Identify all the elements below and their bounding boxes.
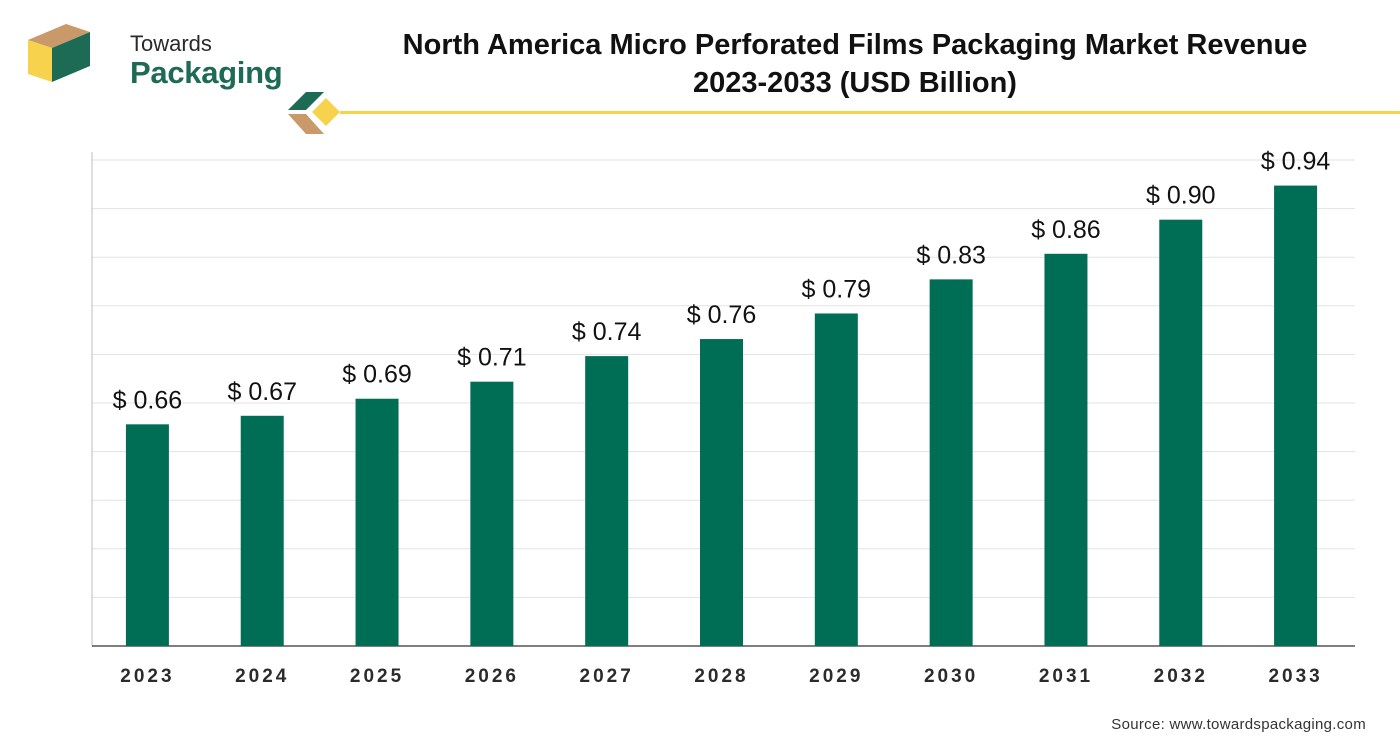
data-label-2032: $ 0.90 — [1146, 182, 1216, 210]
x-tick-label-2028: 2028 — [694, 666, 748, 687]
data-label-2028: $ 0.76 — [687, 301, 757, 329]
brand-name-line2: Packaging — [130, 55, 283, 90]
title-accent-decoration — [288, 92, 1400, 134]
bar-2025 — [355, 398, 399, 646]
bar-2032 — [1159, 219, 1203, 646]
data-label-2027: $ 0.74 — [572, 318, 642, 346]
x-tick-label-2029: 2029 — [809, 666, 863, 687]
bar-2031 — [1044, 253, 1088, 646]
x-tick-label-2030: 2030 — [924, 666, 978, 687]
data-label-2031: $ 0.86 — [1031, 216, 1101, 244]
bar-2030 — [929, 279, 973, 646]
data-label-2033: $ 0.94 — [1261, 148, 1331, 176]
x-tick-label-2024: 2024 — [235, 666, 289, 687]
data-label-2023: $ 0.66 — [113, 386, 183, 414]
x-tick-label-2031: 2031 — [1039, 666, 1093, 687]
box-icon — [28, 24, 90, 82]
x-tick-label-2032: 2032 — [1154, 666, 1208, 687]
bar-2026 — [470, 381, 514, 646]
chart-title-line1: North America Micro Perforated Films Pac… — [402, 29, 1308, 61]
chart-title-line2: 2023-2033 (USD Billion) — [693, 67, 1017, 99]
brand-logo: Towards Packaging — [26, 18, 286, 90]
x-tick-label-2025: 2025 — [350, 666, 404, 687]
bar-2033 — [1274, 185, 1318, 646]
data-label-2025: $ 0.69 — [342, 361, 412, 389]
x-tick-label-2027: 2027 — [580, 666, 634, 687]
data-label-2030: $ 0.83 — [916, 241, 986, 269]
bar-2023 — [125, 424, 169, 646]
brand-name-line1: Towards — [130, 31, 212, 56]
data-label-2029: $ 0.79 — [802, 275, 872, 303]
x-tick-label-2026: 2026 — [465, 666, 519, 687]
x-tick-label-2033: 2033 — [1268, 666, 1322, 687]
source-credit: Source: www.towardspackaging.com — [1111, 716, 1366, 733]
data-label-2024: $ 0.67 — [227, 378, 297, 406]
bar-2028 — [700, 339, 743, 646]
bar-2024 — [240, 415, 284, 646]
data-label-2026: $ 0.71 — [457, 344, 527, 372]
chart-title: North America Micro Perforated Films Pac… — [320, 26, 1390, 102]
bar-2029 — [814, 313, 858, 646]
x-tick-label-2023: 2023 — [120, 666, 174, 687]
bar-2027 — [585, 356, 629, 646]
